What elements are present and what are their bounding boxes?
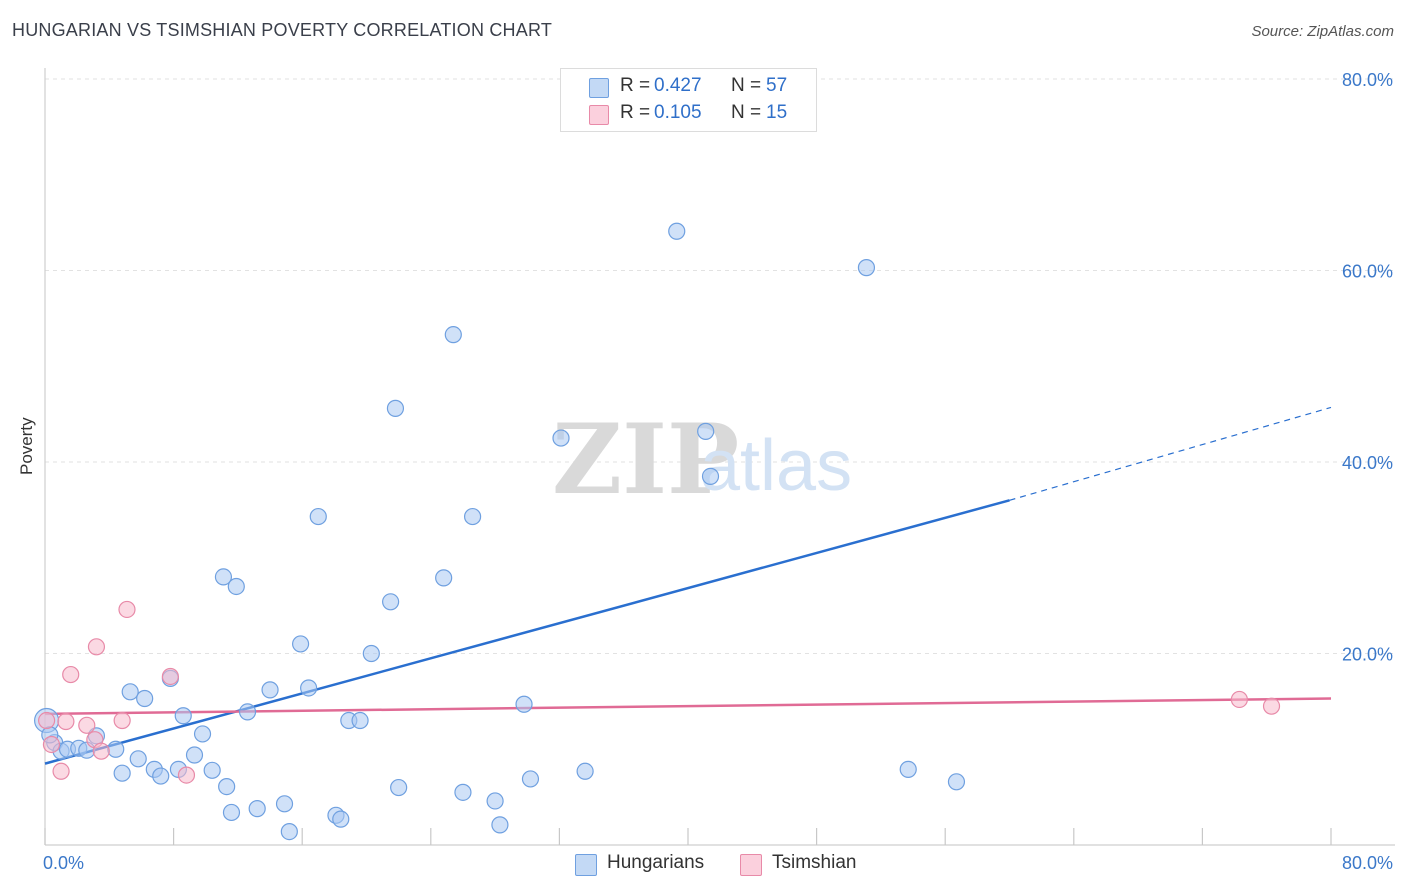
- point-tsimshian: [1262, 697, 1281, 715]
- point-hungarians: [129, 750, 147, 768]
- point-hungarians: [444, 326, 462, 344]
- point-hungarians: [300, 679, 318, 697]
- point-hungarians: [552, 429, 570, 447]
- y-tick-label: 20.0%: [1342, 645, 1393, 665]
- point-tsimshian: [177, 766, 196, 784]
- point-hungarians: [275, 795, 294, 813]
- legend-n-value: 15: [766, 102, 788, 123]
- point-tsimshian: [92, 742, 110, 760]
- point-hungarians: [435, 569, 453, 587]
- point-hungarians: [113, 764, 131, 782]
- point-hungarians: [218, 777, 236, 796]
- legend-swatch-tsimshian: [589, 105, 609, 125]
- data-points: [34, 222, 1281, 841]
- point-hungarians: [486, 792, 504, 810]
- point-hungarians: [351, 711, 369, 730]
- point-hungarians: [463, 507, 482, 526]
- legend-n-label: N =: [731, 75, 762, 96]
- point-hungarians: [390, 778, 408, 797]
- legend-r-label: R =: [620, 102, 651, 123]
- trend-lines: [44, 406, 1332, 765]
- point-hungarians: [697, 422, 715, 440]
- point-tsimshian: [62, 665, 80, 684]
- gridlines: [45, 78, 1395, 654]
- point-hungarians: [174, 707, 192, 725]
- point-hungarians: [291, 635, 310, 653]
- point-hungarians: [515, 695, 533, 713]
- point-hungarians: [899, 760, 917, 778]
- correlation-legend: R = 0.427 N = 57 R = 0.105 N = 15: [560, 68, 817, 132]
- legend-swatch-hungarians: [589, 78, 609, 98]
- point-tsimshian: [113, 711, 131, 730]
- point-hungarians: [261, 681, 279, 699]
- point-hungarians: [193, 725, 212, 743]
- point-hungarians: [214, 568, 233, 586]
- point-hungarians: [121, 683, 139, 701]
- point-hungarians: [576, 762, 594, 780]
- legend-r-value: 0.105: [654, 102, 702, 123]
- bottom-legend-label-hungarians: Hungarians: [607, 852, 705, 873]
- point-hungarians: [668, 222, 686, 240]
- chart-title: HUNGARIAN VS TSIMSHIAN POVERTY CORRELATI…: [12, 20, 553, 40]
- bottom-legend-swatch-hungarians: [575, 854, 597, 876]
- legend-r-label: R =: [620, 75, 651, 96]
- legend-n-label: N =: [731, 102, 762, 123]
- point-hungarians: [382, 593, 400, 611]
- trend-line-hungarians: [44, 499, 1010, 765]
- point-hungarians: [491, 816, 509, 834]
- point-hungarians: [701, 467, 720, 485]
- point-hungarians: [280, 822, 298, 841]
- point-tsimshian: [52, 762, 70, 780]
- point-tsimshian: [57, 712, 75, 731]
- point-hungarians: [309, 507, 327, 526]
- point-hungarians: [454, 783, 472, 801]
- trend-line-hungarians-extension: [1009, 406, 1332, 501]
- point-hungarians: [332, 810, 350, 828]
- y-tick-label: 60.0%: [1342, 262, 1393, 282]
- point-hungarians: [107, 740, 125, 758]
- x-tick-label: 80.0%: [1342, 853, 1393, 873]
- point-hungarians: [152, 767, 170, 785]
- y-tick-label: 40.0%: [1342, 453, 1393, 473]
- point-tsimshian: [118, 600, 136, 619]
- chart-source: Source: ZipAtlas.com: [1251, 23, 1394, 40]
- point-hungarians: [521, 770, 540, 788]
- point-tsimshian: [161, 667, 179, 686]
- legend-n-value: 57: [766, 75, 788, 96]
- point-hungarians: [386, 399, 405, 417]
- watermark-zip: ZIP: [552, 403, 739, 516]
- point-tsimshian: [1230, 690, 1248, 709]
- point-hungarians: [136, 689, 154, 708]
- x-tick-label: 0.0%: [43, 853, 84, 873]
- point-hungarians: [238, 703, 257, 721]
- point-tsimshian: [42, 735, 61, 754]
- legend-row-tsimshian: R = 0.105 N = 15: [561, 102, 816, 128]
- legend-r-value: 0.427: [654, 75, 702, 96]
- trend-line-tsimshian: [44, 697, 1332, 716]
- watermark: ZIP atlas: [552, 403, 852, 516]
- bottom-legend-label-tsimshian: Tsimshian: [772, 852, 857, 873]
- legend-row-hungarians: R = 0.427 N = 57: [561, 75, 816, 101]
- watermark-atlas: atlas: [700, 426, 852, 506]
- point-tsimshian: [78, 716, 96, 734]
- y-tick-label: 80.0%: [1342, 70, 1393, 90]
- point-hungarians: [185, 746, 204, 764]
- bottom-legend-swatch-tsimshian: [740, 854, 762, 876]
- point-hungarians: [248, 800, 266, 818]
- point-hungarians: [222, 803, 241, 822]
- point-hungarians: [947, 773, 966, 791]
- point-hungarians: [203, 761, 221, 779]
- point-tsimshian: [87, 638, 106, 656]
- point-tsimshian: [38, 711, 56, 730]
- y-axis-label: Poverty: [17, 417, 36, 475]
- point-hungarians: [227, 577, 245, 596]
- point-hungarians: [362, 644, 380, 663]
- tick-labels: 20.0% 40.0% 60.0% 80.0% 0.0% 80.0%: [43, 70, 1393, 873]
- point-hungarians: [857, 259, 876, 277]
